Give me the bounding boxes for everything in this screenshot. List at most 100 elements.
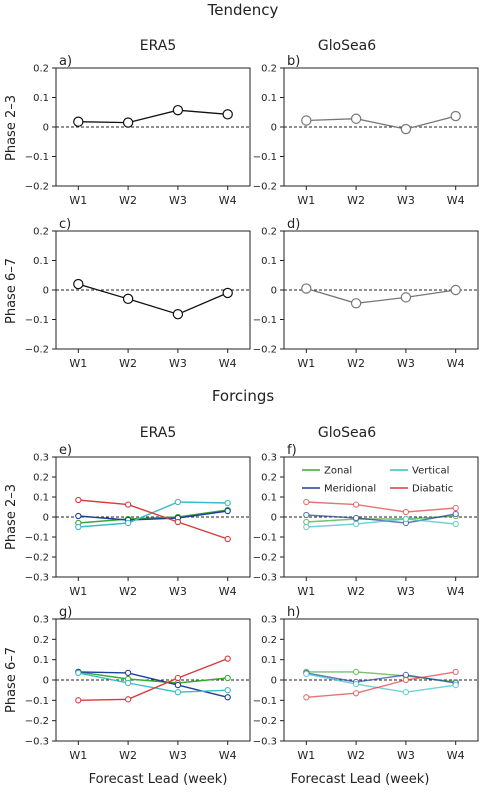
data-point-tendency [350,298,362,309]
y-tick-label: 0 [43,513,49,524]
data-point-vertical [452,681,459,689]
panel-label: h) [287,605,300,620]
x-tick-label: W2 [347,194,365,207]
y-tick-label: 0.2 [33,227,49,238]
panel-label: b) [287,54,300,69]
data-point-vertical [224,687,231,694]
data-point-tendency [450,284,461,296]
y-tick-label: −0.1 [253,152,277,163]
panel-e: 0.3 0.2 0.1 0 −0.1 −0.2 −0.3 W1 W2 W3 W4 e) [25,443,251,598]
data-point-tendency [122,117,134,128]
y-tick-label: 0.1 [261,93,277,104]
panel-label: e) [59,443,72,458]
y-tick-label: −0.1 [25,696,49,707]
panel-label: f) [287,443,297,458]
x-tick-label: W3 [397,194,415,207]
data-point-vertical [124,679,132,687]
y-tick-label: 0.1 [33,256,49,267]
data-point-vertical [75,523,82,531]
y-tick-label: 0.1 [261,655,277,666]
legend-label-vertical: Vertical [412,466,449,477]
data-point-vertical [352,680,360,688]
y-tick-label: 0.2 [261,473,277,484]
x-tick-label: W3 [397,585,415,598]
data-point-diabatic [124,501,132,508]
panel-label: a) [59,54,72,69]
data-point-vertical [174,498,182,506]
data-point-zonal [303,518,310,526]
series-line-tendency [78,109,228,124]
data-point-vertical [402,515,410,523]
y-tick-label: 0 [43,676,49,687]
series-line-vertical [78,672,228,693]
data-point-meridional [352,514,360,522]
y-tick-label: −0.2 [25,182,49,193]
data-point-zonal [352,668,360,676]
panel-b: 0.2 0.1 0 −0.1 −0.2 W1 W2 W3 W4 b) [253,54,479,207]
data-point-tendency [301,115,312,126]
x-tick-label: W2 [347,585,365,598]
series-line-diabatic [306,671,456,698]
y-tick-label: −0.3 [253,573,277,584]
data-point-meridional [174,681,182,689]
y-tick-label: 0 [271,286,277,297]
series-line-tendency [78,283,228,315]
x-tick-label: W4 [219,585,237,598]
panel-c: 0.2 0.1 0 −0.1 −0.2 W1 W2 W3 W4 c) [25,217,251,370]
x-tick-label: W2 [119,749,137,762]
y-tick-label: 0.1 [261,256,277,267]
data-point-vertical [174,689,182,696]
data-point-vertical [224,499,231,507]
x-tick-label: W4 [447,194,465,207]
data-point-meridional [124,669,132,677]
y-tick-label: −0.1 [253,533,277,544]
x-axis-label-left: Forecast Lead (week) [89,772,228,787]
y-tick-label: 0.2 [33,473,49,484]
data-point-diabatic [75,697,82,704]
column-title-era5-top: ERA5 [140,38,177,54]
x-tick-label: W4 [447,357,465,370]
y-tick-label: −0.3 [25,737,49,748]
y-tick-label: −0.1 [253,696,277,707]
series-line-meridional [306,513,456,524]
series-line-tendency [306,287,456,304]
row-label-phase67-top: Phase 6–7 [4,258,19,324]
series-line-diabatic [78,657,228,701]
row-label-phase23-bottom: Phase 2–3 [4,484,19,550]
column-title-era5-bottom: ERA5 [140,425,177,441]
series-line-meridional [306,672,456,684]
data-point-diabatic [452,668,459,676]
x-tick-label: W2 [119,194,137,207]
x-tick-label: W3 [397,357,415,370]
data-point-tendency [222,109,233,120]
y-tick-label: −0.2 [253,716,277,727]
data-point-diabatic [75,496,82,504]
x-tick-label: W4 [447,585,465,598]
data-point-tendency [400,123,412,135]
data-point-tendency [350,113,362,124]
legend-label-diabatic: Diabatic [412,484,453,495]
panel-a: 0.2 0.1 0 −0.1 −0.2 W1 W2 W3 W4 a) [25,54,251,207]
series-line-meridional [78,510,228,521]
data-point-tendency [400,292,412,303]
data-point-diabatic [402,676,410,684]
data-point-vertical [303,670,310,678]
data-point-diabatic [303,498,310,506]
x-tick-label: W1 [69,194,87,207]
series-line-vertical [306,673,456,693]
y-tick-label: −0.3 [25,573,49,584]
y-tick-label: −0.2 [25,716,49,727]
data-point-tendency [172,104,184,116]
y-tick-label: 0 [271,123,277,134]
column-title-glosea6-bottom: GloSea6 [318,425,376,441]
data-point-tendency [122,293,134,305]
x-tick-label: W1 [69,357,87,370]
series-line-diabatic [78,499,228,540]
data-point-tendency [73,278,84,290]
data-point-diabatic [174,518,182,526]
panel-d: 0.2 0.1 0 −0.1 −0.2 W1 W2 W3 W4 d) [253,217,479,370]
data-point-diabatic [124,696,132,703]
x-tick-label: W4 [447,749,465,762]
y-tick-label: 0.3 [33,615,49,626]
